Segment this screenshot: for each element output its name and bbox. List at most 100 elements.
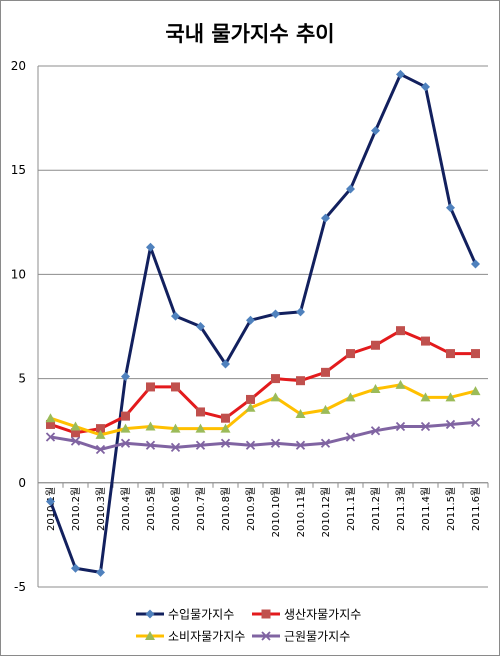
y-tick-label: 0 [18, 476, 26, 490]
x-tick-label: 2010.2월 [70, 487, 82, 531]
x-tick-label: 2010.3월 [95, 487, 107, 531]
data-point [71, 563, 80, 573]
data-point [70, 436, 81, 446]
data-point [346, 349, 355, 359]
legend-marker [145, 609, 155, 619]
legend-item: 근원물가지수 [252, 630, 350, 644]
data-point [96, 424, 105, 434]
data-point [346, 184, 355, 194]
y-tick-label: 15 [11, 163, 26, 177]
data-point [96, 567, 105, 577]
data-point [345, 432, 356, 442]
x-tick-label: 2010.10월 [270, 487, 282, 538]
data-point [45, 413, 56, 423]
series-line [50, 420, 476, 451]
data-point [320, 404, 331, 414]
x-tick-label: 2010.6월 [170, 487, 182, 531]
data-point [46, 419, 55, 429]
data-point [371, 126, 380, 136]
legend-item: 수입물가지수 [136, 608, 234, 622]
data-point [296, 376, 305, 386]
data-point [170, 442, 181, 453]
data-point [171, 382, 180, 392]
data-point [295, 409, 306, 419]
data-point [145, 440, 156, 450]
data-point [320, 438, 331, 448]
data-point [470, 386, 481, 396]
x-tick-label: 2010.1월 [45, 487, 57, 531]
data-point [396, 326, 405, 336]
data-point [445, 392, 456, 402]
data-point [396, 69, 405, 79]
data-point [121, 411, 130, 421]
series-line [50, 329, 476, 435]
data-point [445, 419, 456, 430]
data-point [71, 428, 80, 438]
series-line [49, 72, 477, 574]
data-point [420, 421, 431, 432]
data-point [471, 349, 480, 359]
legend-label: 수입물가지수 [168, 608, 234, 622]
data-point [395, 379, 406, 389]
data-point [170, 423, 181, 433]
data-point [271, 309, 280, 319]
data-point [121, 372, 130, 382]
data-point [245, 402, 256, 412]
series-line [50, 383, 476, 437]
y-tick-label: 5 [18, 372, 26, 386]
data-point [195, 440, 206, 450]
legend-marker [261, 631, 271, 641]
data-point [446, 203, 455, 213]
series-4 [45, 417, 481, 455]
x-tick-label: 2011.3월 [395, 487, 407, 531]
data-point [321, 213, 330, 223]
data-point [471, 259, 480, 269]
data-point [45, 432, 56, 442]
series-group [45, 69, 481, 577]
data-point [196, 407, 205, 417]
data-point [370, 384, 381, 394]
data-point [395, 421, 406, 432]
y-tick-label: 10 [11, 267, 26, 281]
y-axis-ticks: -5 0 5 10 15 20 [11, 59, 26, 594]
chart-title: 국내 물가지수 추이 [165, 22, 334, 46]
series-3 [45, 379, 481, 439]
data-point [371, 340, 380, 350]
x-axis-ticks: 2010.1월 2010.2월 2010.3월 2010.4월 2010.5월 2010.… [45, 487, 482, 538]
legend-label: 근원물가지수 [284, 630, 350, 644]
x-tick-label: 2010.12월 [320, 487, 332, 538]
legend-label: 소비자물가지수 [168, 630, 245, 644]
data-point [171, 311, 180, 321]
x-tick-label: 2011.5월 [445, 487, 457, 531]
legend-marker [145, 631, 155, 640]
data-point [46, 497, 55, 507]
x-tick-label: 2011.1월 [345, 487, 357, 531]
data-point [70, 421, 81, 431]
data-point [420, 392, 431, 402]
series-1 [46, 69, 480, 577]
data-point [370, 426, 381, 436]
data-point [345, 392, 356, 402]
data-point [95, 444, 106, 455]
data-point [220, 438, 231, 448]
data-point [470, 417, 481, 428]
x-tick-label: 2010.7월 [195, 487, 207, 531]
x-tick-label: 2011.4월 [420, 487, 432, 531]
data-point [295, 440, 306, 450]
data-point [321, 367, 330, 377]
data-point [446, 349, 455, 359]
data-point [246, 315, 255, 325]
x-tick-label: 2010.5월 [145, 487, 157, 531]
x-tick-label: 2010.9월 [245, 487, 257, 531]
data-point [270, 392, 281, 402]
data-point [296, 307, 305, 317]
data-point [246, 394, 255, 404]
data-point [95, 429, 106, 439]
data-point [245, 440, 256, 450]
legend-label: 생산자물가지수 [284, 608, 361, 622]
series-2 [46, 326, 480, 438]
data-point [421, 336, 430, 346]
y-tick-label: 20 [11, 59, 26, 73]
